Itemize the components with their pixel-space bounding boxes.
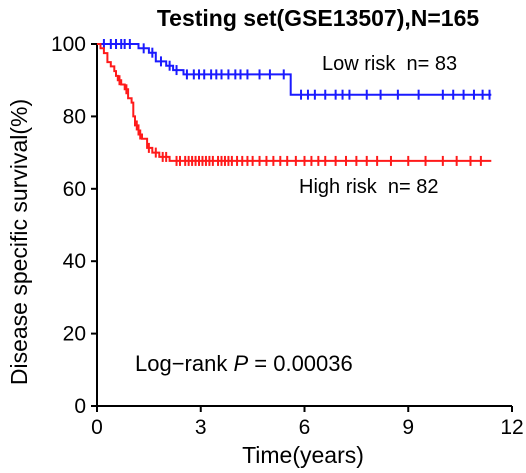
- y-tick-label: 80: [63, 105, 86, 128]
- y-tick-label: 100: [51, 33, 86, 56]
- y-tick-label: 40: [63, 250, 86, 273]
- y-tick-label: 20: [63, 323, 86, 346]
- series-high-risk: [97, 43, 492, 166]
- pvalue-annotation: Log−rank P = 0.00036: [135, 351, 353, 376]
- pvalue-prefix: Log−rank: [135, 351, 233, 376]
- y-ticks: 0 20 40 60 80 100: [51, 33, 97, 418]
- survival-curves: [97, 39, 492, 166]
- x-tick-label: 0: [91, 416, 103, 439]
- x-tick-label: 6: [299, 416, 311, 439]
- x-tick-label: 3: [195, 416, 207, 439]
- series-low-risk: [97, 39, 492, 100]
- legend-low-risk: Low risk n= 83: [322, 53, 457, 75]
- y-tick-label: 60: [63, 178, 86, 201]
- pvalue-symbol: P: [233, 351, 248, 376]
- x-tick-label: 12: [500, 416, 523, 439]
- legend-high-risk: High risk n= 82: [299, 176, 439, 198]
- y-tick-label: 0: [74, 395, 86, 418]
- pvalue-value: = 0.00036: [248, 351, 353, 376]
- y-axis-label: Disease specific survival(%): [6, 99, 32, 385]
- chart-title: Testing set(GSE13507),N=165: [157, 5, 480, 31]
- x-axis-label: Time(years): [242, 442, 364, 468]
- x-tick-label: 9: [402, 416, 414, 439]
- x-ticks: 0 3 6 9 12: [91, 406, 524, 439]
